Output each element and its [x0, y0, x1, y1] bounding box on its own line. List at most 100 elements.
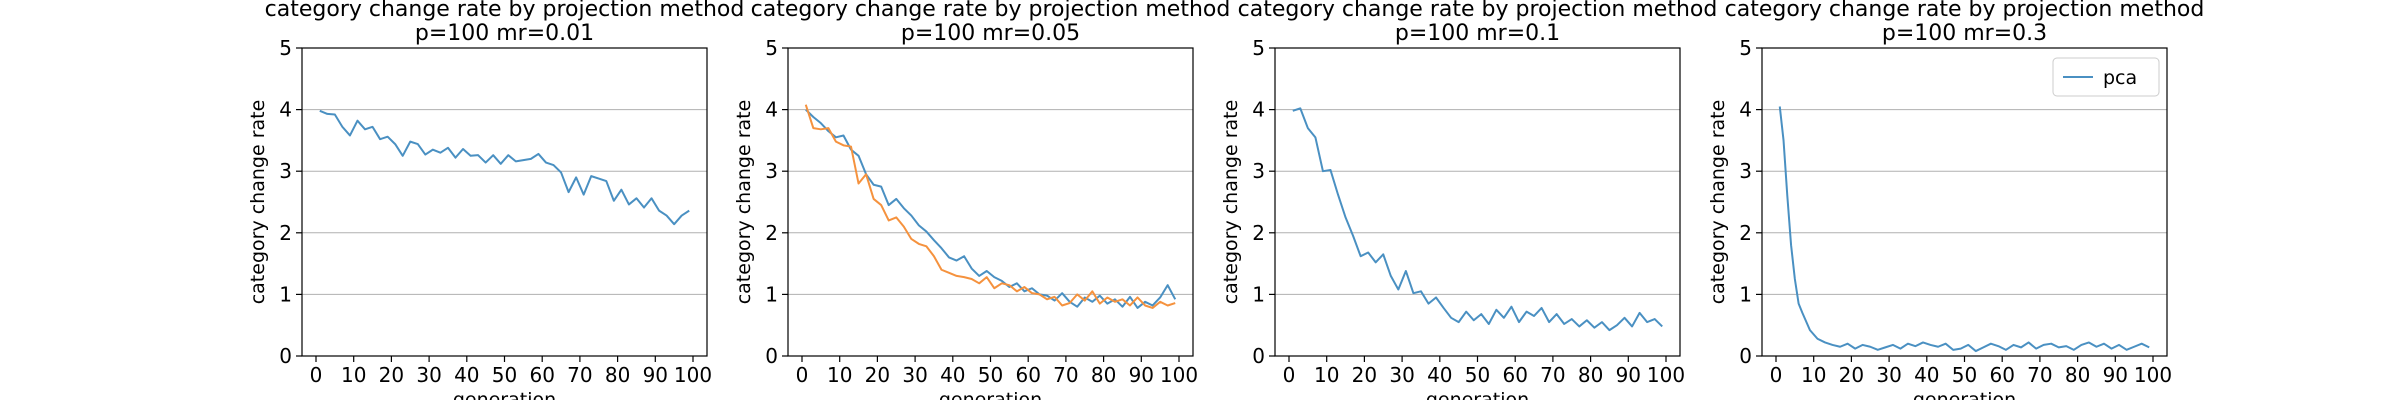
legend-box	[2052, 57, 2160, 97]
y-tick-label: 5	[1252, 36, 1265, 60]
x-axis-label: generation	[453, 389, 556, 400]
y-axis-label: category change rate	[247, 100, 269, 305]
x-tick-label: 40	[454, 363, 479, 387]
y-tick-label: 2	[765, 221, 778, 245]
y-tick-label: 2	[279, 221, 292, 245]
x-tick-label: 100	[674, 363, 712, 387]
x-tick-label: 100	[2134, 363, 2172, 387]
x-tick-label: 20	[1352, 363, 1377, 387]
x-tick-label: 40	[1914, 363, 1939, 387]
x-axis-label: generation	[1913, 389, 2016, 400]
x-tick-label: 80	[1091, 363, 1116, 387]
y-tick-label: 2	[1252, 221, 1265, 245]
x-tick-label: 90	[643, 363, 668, 387]
x-tick-label: 100	[1647, 363, 1685, 387]
series-line-1	[1778, 106, 2150, 353]
y-tick-label: 5	[1739, 36, 1752, 60]
x-tick-label: 60	[529, 363, 554, 387]
x-tick-label: 30	[1876, 363, 1901, 387]
y-axis-label: category change rate	[1220, 100, 1242, 305]
chart-subtitle: p=100 mr=0.05	[901, 21, 1080, 46]
x-tick-label: 50	[1465, 363, 1490, 387]
series-line-1	[1292, 107, 1663, 332]
x-tick-label: 70	[2027, 363, 2052, 387]
x-tick-label: 10	[1801, 363, 1826, 387]
chart-title: category change rate by projection metho…	[1238, 0, 1718, 22]
chart-title: category change rate by projection metho…	[751, 0, 1231, 22]
y-tick-label: 0	[765, 344, 778, 368]
y-tick-label: 2	[1739, 221, 1752, 245]
legend: pca	[2052, 57, 2160, 97]
x-tick-label: 10	[1314, 363, 1339, 387]
y-tick-label: 1	[279, 282, 292, 306]
x-tick-label: 0	[310, 363, 323, 387]
x-axis-label: generation	[1426, 389, 1529, 400]
chart-title: category change rate by projection metho…	[1725, 0, 2205, 22]
x-tick-label: 60	[1989, 363, 2014, 387]
x-tick-label: 50	[1952, 363, 1977, 387]
x-tick-label: 0	[1770, 363, 1783, 387]
y-tick-label: 5	[765, 36, 778, 60]
y-tick-label: 4	[1252, 98, 1265, 122]
x-tick-label: 90	[2103, 363, 2128, 387]
x-tick-label: 20	[865, 363, 890, 387]
x-tick-label: 90	[1129, 363, 1154, 387]
plot-frame	[1274, 47, 1681, 357]
y-tick-label: 1	[1252, 282, 1265, 306]
y-axis-label: category change rate	[1707, 100, 1729, 305]
x-tick-label: 0	[796, 363, 809, 387]
y-tick-label: 3	[765, 159, 778, 183]
y-tick-label: 3	[279, 159, 292, 183]
y-tick-label: 1	[765, 282, 778, 306]
x-tick-label: 70	[1053, 363, 1078, 387]
plot-frame	[301, 47, 708, 357]
x-tick-label: 70	[1540, 363, 1565, 387]
chart-subtitle: p=100 mr=0.3	[1882, 21, 2047, 46]
x-tick-label: 60	[1015, 363, 1040, 387]
x-tick-label: 20	[1839, 363, 1864, 387]
y-axis-label: category change rate	[733, 100, 755, 305]
x-tick-label: 10	[341, 363, 366, 387]
x-tick-label: 40	[1427, 363, 1452, 387]
y-tick-label: 5	[279, 36, 292, 60]
chart-subtitle: p=100 mr=0.1	[1395, 21, 1560, 46]
legend-label: pca	[2103, 67, 2137, 89]
series-line-2	[804, 104, 1176, 309]
y-tick-label: 1	[1739, 282, 1752, 306]
x-tick-label: 50	[978, 363, 1003, 387]
x-tick-label: 0	[1283, 363, 1296, 387]
plot-frame	[787, 47, 1194, 357]
series-line-1	[319, 109, 690, 226]
x-tick-label: 100	[1160, 363, 1198, 387]
y-tick-label: 0	[1252, 344, 1265, 368]
y-tick-label: 0	[1739, 344, 1752, 368]
y-tick-label: 0	[279, 344, 292, 368]
x-tick-label: 20	[379, 363, 404, 387]
x-tick-label: 80	[605, 363, 630, 387]
series-line-1	[805, 108, 1177, 309]
y-tick-label: 4	[765, 98, 778, 122]
x-tick-label: 30	[1389, 363, 1414, 387]
y-tick-label: 3	[1739, 159, 1752, 183]
y-tick-label: 4	[1739, 98, 1752, 122]
x-tick-label: 30	[902, 363, 927, 387]
x-tick-label: 60	[1502, 363, 1527, 387]
x-tick-label: 70	[567, 363, 592, 387]
chart-title: category change rate by projection metho…	[265, 0, 745, 22]
x-tick-label: 80	[1578, 363, 1603, 387]
x-tick-label: 10	[827, 363, 852, 387]
x-tick-label: 30	[416, 363, 441, 387]
y-tick-label: 4	[279, 98, 292, 122]
chart-subtitle: p=100 mr=0.01	[415, 21, 594, 46]
y-tick-label: 3	[1252, 159, 1265, 183]
x-tick-label: 90	[1616, 363, 1641, 387]
x-tick-label: 50	[492, 363, 517, 387]
x-tick-label: 80	[2065, 363, 2090, 387]
x-axis-label: generation	[939, 389, 1042, 400]
x-tick-label: 40	[940, 363, 965, 387]
